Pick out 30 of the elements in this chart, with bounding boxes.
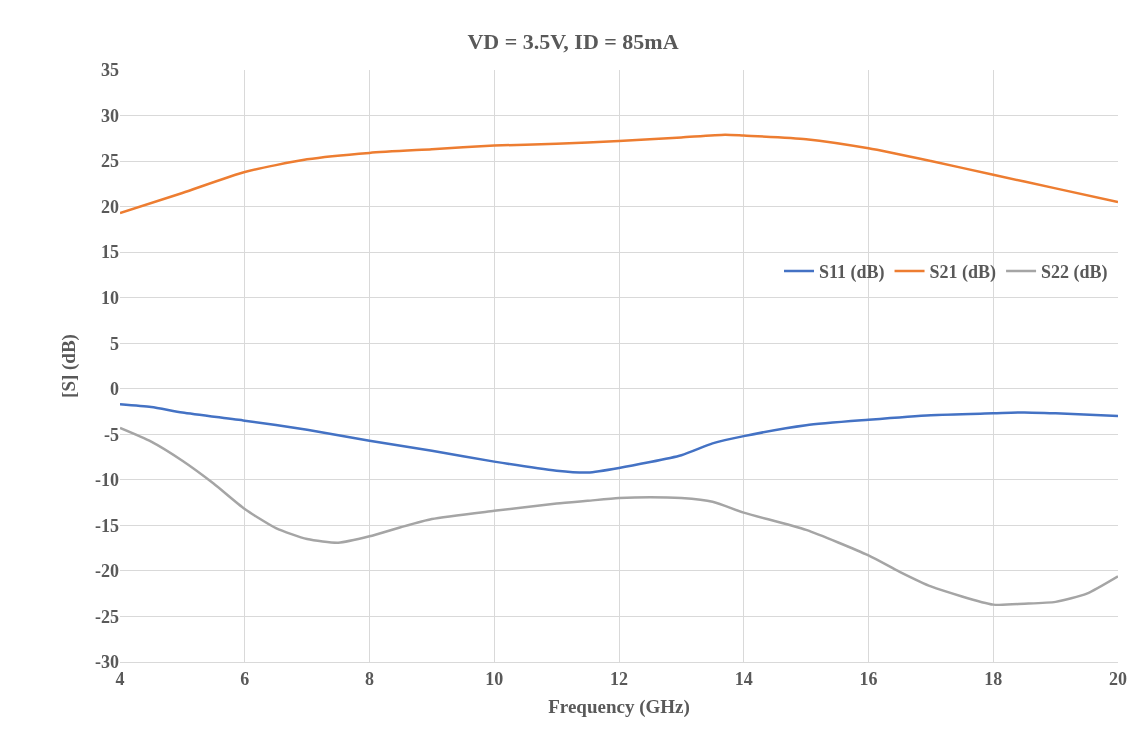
y-tick-label: 25 [101, 151, 119, 172]
x-tick-label: 8 [365, 668, 374, 689]
y-tick-label: 5 [110, 333, 119, 354]
y-axis-title: [S] (dB) [57, 334, 80, 398]
line-series [120, 133, 1118, 215]
x-tick-label: 14 [734, 668, 753, 689]
y-tick-label: 15 [101, 242, 119, 263]
y-tick-label: 20 [101, 196, 119, 217]
y-tick-label: -10 [95, 470, 119, 491]
x-tick-label: 12 [610, 668, 628, 689]
x-tick-label: 18 [984, 668, 1003, 689]
y-tick-label: 10 [101, 287, 119, 308]
x-tick-label: 6 [240, 668, 250, 689]
y-tick-label: -15 [95, 515, 119, 536]
legend-label: S11 (dB) [819, 262, 885, 283]
legend-label: S22 (dB) [1041, 262, 1108, 283]
line-series [120, 426, 1118, 607]
chart-title: VD = 3.5V, ID = 85mA [467, 29, 679, 55]
y-tick-label: 0 [110, 379, 119, 400]
y-tick-label: -25 [95, 606, 119, 627]
y-tick-label: 35 [101, 60, 119, 81]
y-tick-label: -20 [95, 561, 119, 582]
y-tick-label: -5 [104, 424, 119, 445]
x-tick-label: 20 [1109, 668, 1127, 689]
legend-label: S21 (dB) [929, 262, 997, 283]
y-tick-label: 30 [101, 105, 119, 126]
x-tick-label: 10 [485, 668, 504, 689]
x-tick-label: 16 [859, 668, 878, 689]
line-series [120, 403, 1118, 474]
x-axis-title: Frequency (GHz) [548, 696, 690, 719]
